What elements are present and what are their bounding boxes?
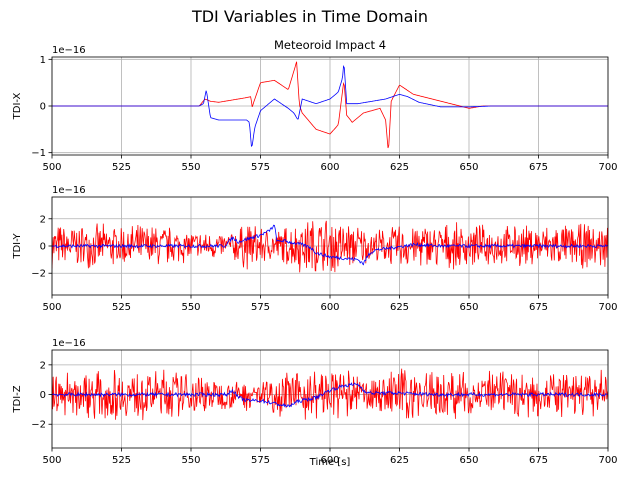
x-tick-label: 650: [459, 455, 478, 466]
x-tick-label: 550: [181, 455, 200, 466]
x-tick-label: 575: [251, 162, 270, 173]
x-tick-label: 625: [390, 455, 409, 466]
offset-text: 1e−16: [52, 45, 86, 56]
x-tick-label: 525: [112, 162, 131, 173]
y-axis-label: TDI-Z: [12, 385, 23, 413]
x-tick-label: 550: [181, 162, 200, 173]
y-tick-label: 2: [40, 214, 46, 225]
series-line-red: [52, 368, 608, 421]
x-tick-label: 625: [390, 302, 409, 313]
subplot-2: 500 525 550 575 600 625 650 675 700 −2 0 2 1e−16 TDI-…: [12, 185, 618, 313]
y-tick-label: −1: [31, 148, 46, 159]
subplot-3: 500 525 550 575 600 625 650 675 700 −2 0 2 1e−16 TDI-…: [12, 338, 618, 466]
y-tick-label: 0: [40, 242, 46, 253]
y-tick-label: 0: [40, 102, 46, 113]
x-tick-label: 675: [529, 162, 548, 173]
subplot-title: Meteoroid Impact 4: [274, 38, 386, 52]
x-tick-label: 650: [459, 302, 478, 313]
x-tick-label: 625: [390, 162, 409, 173]
y-tick-label: −2: [31, 420, 46, 431]
series-line-blue: [52, 224, 608, 266]
x-tick-label: 500: [42, 162, 61, 173]
series-group: [52, 368, 608, 421]
y-axis-label: TDI-X: [12, 92, 23, 120]
x-tick-label: 675: [529, 455, 548, 466]
x-axis-label: Time [s]: [309, 457, 351, 468]
x-tick-label: 600: [320, 162, 339, 173]
x-tick-label: 500: [42, 455, 61, 466]
x-tick-label: 700: [598, 162, 617, 173]
x-tick-label: 575: [251, 455, 270, 466]
series-line-blue: [52, 64, 608, 147]
series-line-blue: [52, 382, 608, 408]
offset-text: 1e−16: [52, 185, 86, 196]
x-tick-label: 600: [320, 302, 339, 313]
y-axis-label: TDI-Y: [12, 232, 23, 259]
series-line-red: [52, 220, 608, 273]
series-group: [52, 61, 608, 149]
figure-title: TDI Variables in Time Domain: [191, 7, 428, 26]
x-tick-label: 525: [112, 455, 131, 466]
y-tick-label: 1: [40, 55, 46, 66]
x-tick-label: 675: [529, 302, 548, 313]
x-tick-label: 550: [181, 302, 200, 313]
x-tick-label: 575: [251, 302, 270, 313]
x-tick-label: 525: [112, 302, 131, 313]
x-tick-label: 700: [598, 302, 617, 313]
x-tick-label: 500: [42, 302, 61, 313]
y-tick-label: −2: [31, 269, 46, 280]
subplot-1: 500 525 550 575 600 625 650 675 700 −1 0 1 1e−16 TDI-…: [12, 38, 618, 173]
series-group: [52, 220, 608, 273]
x-tick-label: 650: [459, 162, 478, 173]
grid: [51, 197, 609, 295]
x-tick-label: 700: [598, 455, 617, 466]
y-tick-label: 0: [40, 390, 46, 401]
y-tick-label: 2: [40, 360, 46, 371]
x-tick-label: 600: [320, 455, 339, 466]
offset-text: 1e−16: [52, 338, 86, 349]
subplot-panels: 500 525 550 575 600 625 650 675 700 −1 0 1 1e−16 TDI-…: [12, 38, 618, 466]
